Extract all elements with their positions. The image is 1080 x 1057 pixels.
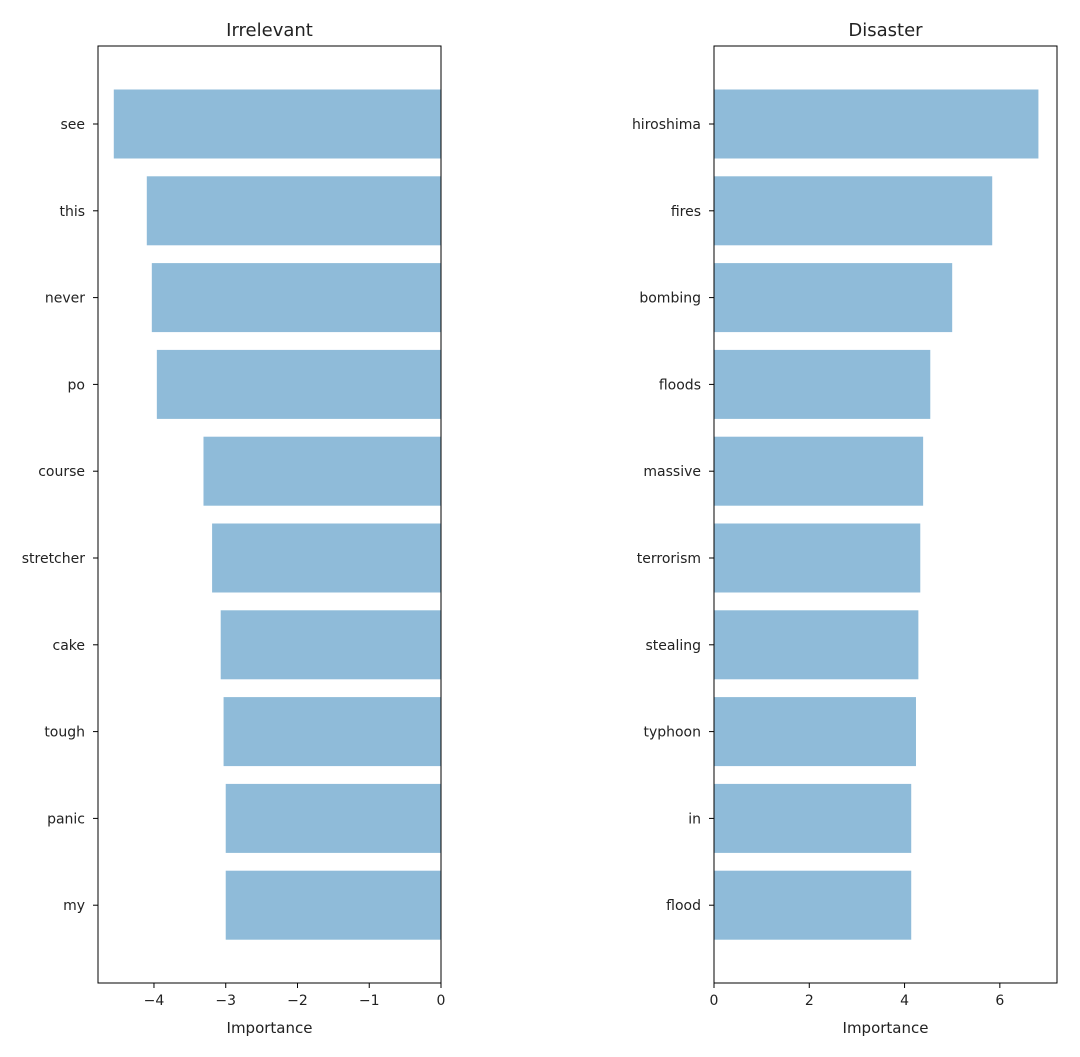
bar-po [156,349,441,419]
ytick-label: this [59,204,85,220]
xtick-label: −3 [215,993,236,1009]
bar-bombing [714,263,953,333]
ytick-label: cake [53,638,86,654]
bar-typhoon [714,697,916,767]
bar-hiroshima [714,89,1039,159]
xtick-label: 0 [437,993,446,1009]
xtick-label: 2 [805,993,814,1009]
axes-frame [97,45,442,984]
ytick-label: bombing [639,291,701,307]
bar-tough [223,697,441,767]
xtick-label: −4 [144,993,165,1009]
ytick-label: flood [666,898,701,914]
ytick-label: see [60,117,85,133]
bar-never [151,263,441,333]
subplot-disaster: hiroshima fires bombing floods massive terror… [632,20,1058,1037]
bar-stretcher [212,523,441,593]
xtick-label: −2 [287,993,308,1009]
xtick-label: 0 [710,993,719,1009]
xtick-label: −1 [359,993,380,1009]
ytick-label: terrorism [637,551,701,567]
xtick-label: 4 [900,993,909,1009]
x-axis-label: Importance [227,1019,313,1037]
ytick-label: course [38,464,85,480]
bar-floods [714,349,931,419]
bar-course [203,436,441,506]
ytick-label: massive [643,464,701,480]
ytick-label: my [63,898,85,914]
bar-flood [714,870,912,940]
ytick-label: tough [44,725,85,741]
bar-this [146,176,441,246]
ytick-label: never [45,291,85,307]
ytick-label: stealing [645,638,701,654]
ytick-label: typhoon [643,725,701,741]
xtick-label: 6 [995,993,1004,1009]
bar-panic [225,783,441,853]
x-axis-label: Importance [843,1019,929,1037]
ytick-label: floods [659,377,701,393]
ytick-label: in [688,811,701,827]
subplot-title: Disaster [848,20,923,41]
subplot-title: Irrelevant [226,20,313,41]
bar-stealing [714,610,919,680]
bar-massive [714,436,924,506]
axes-frame [713,45,1058,984]
bar-in [714,783,912,853]
ytick-label: stretcher [22,551,86,567]
bar-cake [220,610,441,680]
bar-fires [714,176,993,246]
bar-my [225,870,441,940]
ytick-label: panic [47,811,85,827]
bar-terrorism [714,523,921,593]
subplot-irrelevant: see this never po course stretcher cake tough pa… [22,20,446,1037]
ytick-label: hiroshima [632,117,701,133]
ytick-label: fires [671,204,701,220]
ytick-label: po [68,377,85,393]
bar-see [113,89,441,159]
